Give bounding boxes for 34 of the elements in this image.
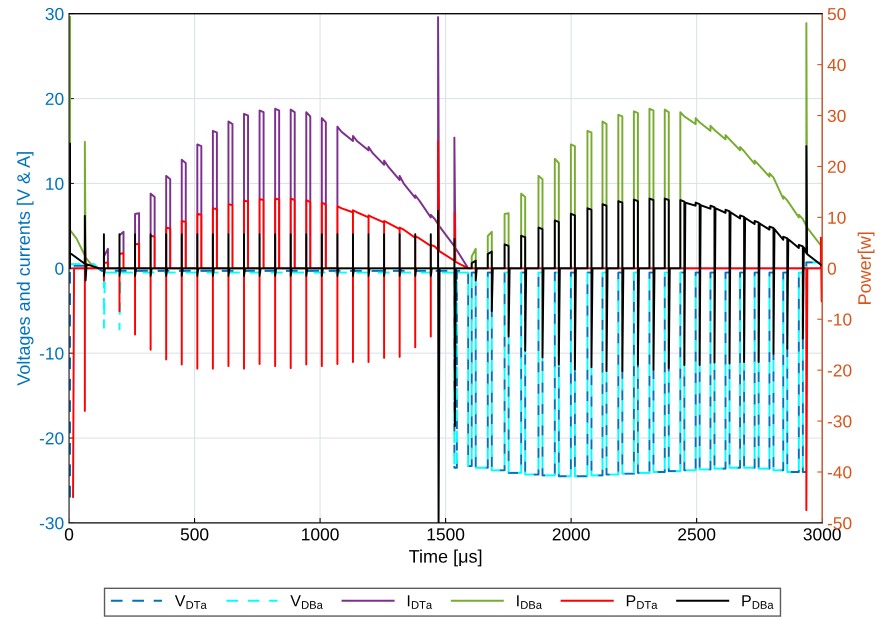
x-tick-label: 500 (180, 528, 208, 541)
y2-tick-label: -20 (828, 364, 852, 377)
y2-tick-label: 20 (828, 160, 846, 173)
x-tick-label: 3000 (804, 528, 841, 541)
y2-tick-label: -10 (828, 313, 852, 326)
y-tick-label: -10 (40, 347, 64, 360)
y-tick-label: 20 (46, 92, 64, 106)
y2-tick-label: 0 (828, 262, 836, 275)
x-tick-label: 2000 (552, 528, 590, 541)
y2-tick-label: -50 (828, 517, 852, 530)
y-tick-label: 0 (55, 262, 64, 275)
y2-tick-label: 10 (828, 212, 846, 224)
y2-tick-label: 30 (828, 110, 846, 122)
y2-tick-label: -40 (828, 466, 852, 478)
x-tick-label: 1500 (428, 528, 464, 541)
legend-label: I$_{DTa}$ (408, 595, 432, 609)
x-tick-label: 0 (64, 528, 74, 541)
x-axis-title: Time [μs] (409, 550, 482, 566)
y-tick-label: -20 (40, 432, 64, 445)
y-tick-label: -30 (40, 517, 64, 530)
y-axis-title: Voltages and currents [V & A] (16, 152, 34, 386)
y-tick-label: 10 (46, 178, 64, 190)
legend-label: P$_{DBa}$ (742, 595, 774, 609)
legend-label: P$_{DTa}$ (626, 595, 658, 609)
legend-label: I$_{DBa}$ (517, 595, 542, 609)
y2-tick-label: -30 (828, 415, 852, 428)
legend-label: V$_{DBa}$ (290, 595, 323, 609)
y2-tick-label: 50 (828, 8, 846, 20)
y2-tick-label: 40 (827, 58, 846, 72)
y-tick-label: 30 (46, 8, 64, 20)
x-tick-label: 2500 (678, 528, 716, 541)
y2-axis-title: Power[w] (858, 232, 874, 304)
legend-label: V$_{DTa}$ (174, 595, 207, 609)
x-tick-label: 1000 (302, 528, 339, 541)
